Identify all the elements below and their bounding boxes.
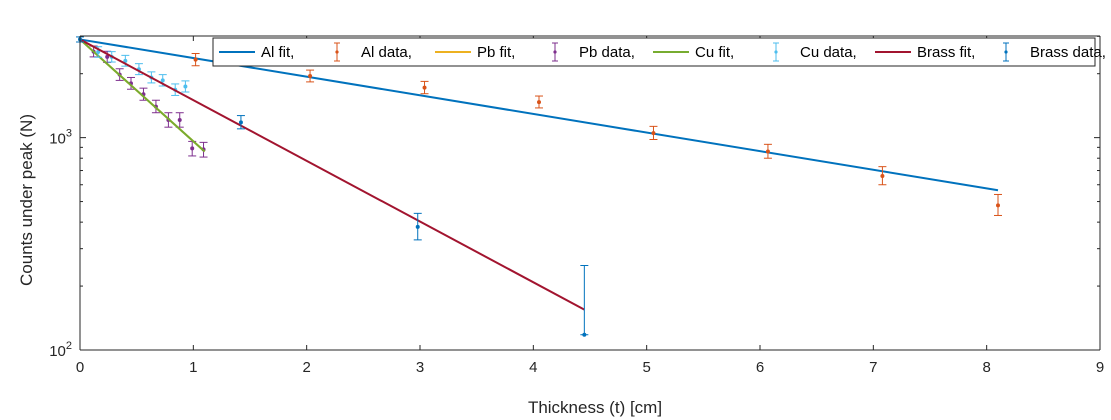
cu-data-point	[160, 78, 165, 83]
cu-data-point	[123, 58, 128, 63]
legend: Al fit, Al data, Pb fit, Pb data, Cu fit, Cu …	[212, 37, 1106, 67]
cu-data-point	[96, 50, 101, 55]
x-tick-label: 7	[869, 359, 877, 376]
x-tick-label: 3	[416, 359, 424, 376]
y-tick-exponent: 3	[66, 128, 72, 140]
legend-label-pb-fit: Pb fit,	[477, 44, 515, 61]
x-tick-label: 1	[189, 359, 197, 376]
al-data-point	[880, 173, 885, 178]
al-data-point	[422, 85, 427, 90]
al-data-point	[308, 74, 313, 79]
cu-fit-line	[79, 38, 206, 153]
legend-swatch-point-al-data	[335, 50, 339, 54]
legend-label-brass-fit: Brass fit,	[917, 44, 975, 61]
x-tick-label: 8	[982, 359, 990, 376]
plot-area	[80, 36, 1100, 350]
pb-data-point	[105, 54, 110, 59]
y-tick-base: 10	[49, 343, 66, 360]
legend-label-cu-data: Cu data,	[800, 44, 857, 61]
brass-data-series	[76, 36, 589, 337]
pb-data-point	[177, 118, 182, 123]
brass-data-point	[582, 332, 587, 337]
x-axis-label: Thickness (t) [cm]	[528, 398, 662, 417]
legend-swatch-point-cu-data	[774, 50, 778, 54]
brass-data-point	[415, 224, 420, 229]
x-tick-label: 9	[1096, 359, 1104, 376]
al-data-point	[765, 149, 770, 154]
al-data-point	[193, 57, 198, 62]
legend-swatch-point-brass-data	[1004, 50, 1008, 54]
al-data-series	[191, 52, 1002, 216]
y-tick-base: 10	[49, 131, 66, 148]
plot-background	[80, 36, 1100, 350]
legend-label-al-fit: Al fit,	[261, 44, 294, 61]
pb-data-point	[190, 146, 195, 151]
legend-swatch-point-pb-data	[553, 50, 557, 54]
brass-fit-line	[79, 38, 585, 311]
y-axis-label: Counts under peak (N)	[17, 114, 36, 286]
x-tick-label: 0	[76, 359, 84, 376]
al-data-point	[537, 100, 541, 105]
y-tick-exponent: 2	[66, 340, 72, 352]
x-tick-label: 5	[642, 359, 650, 376]
legend-label-cu-fit: Cu fit,	[695, 44, 734, 61]
al-data-point	[651, 131, 656, 136]
al-data-point	[996, 203, 1000, 208]
legend-label-brass-data: Brass data,	[1030, 44, 1106, 61]
y-tick-label: 102	[49, 340, 72, 360]
x-tick-label: 2	[302, 359, 310, 376]
legend-label-al-data: Al data,	[361, 44, 412, 61]
cu-data-point	[183, 84, 188, 89]
brass-data-point	[238, 120, 243, 125]
legend-label-pb-data: Pb data,	[579, 44, 635, 61]
x-tick-label: 6	[756, 359, 764, 376]
y-tick-label: 103	[49, 128, 72, 148]
x-tick-label: 4	[529, 359, 537, 376]
